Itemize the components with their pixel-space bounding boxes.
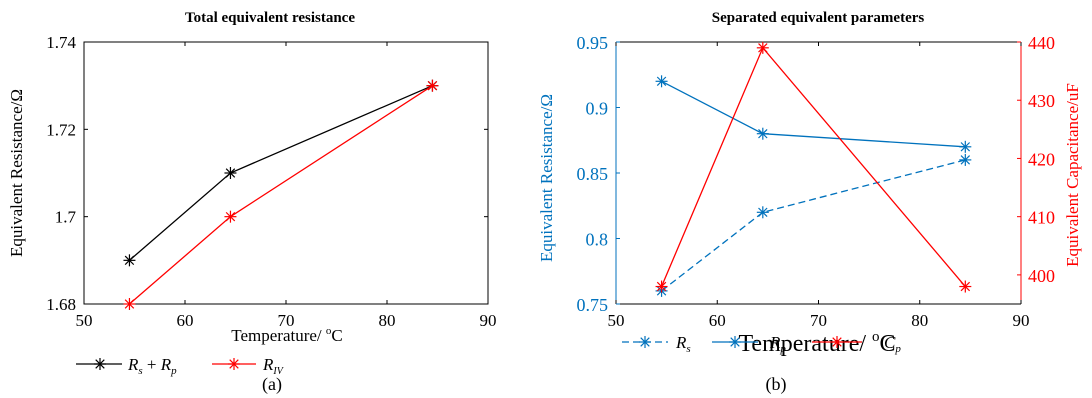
right-y-tick-label: 410	[1028, 208, 1055, 228]
data-point-1-0	[123, 298, 136, 310]
series-line-1	[129, 85, 433, 305]
chart-b-x-axis-label: Temperature/ oC	[738, 329, 895, 357]
chart-b-right-y-ticks: 400 410 420 430 440	[1017, 33, 1055, 286]
data-point-1-0	[655, 75, 668, 88]
x-tick-label: 90	[1013, 311, 1030, 330]
y-tick-label: 1.72	[46, 120, 76, 139]
x-tick-label: 50	[608, 311, 625, 330]
x-tick-label: 70	[278, 311, 295, 330]
data-point-0-2	[959, 153, 972, 166]
chart-a-caption: (a)	[262, 374, 282, 395]
legend-marker-red	[831, 336, 843, 348]
x-tick-label: 90	[480, 311, 497, 330]
y-tick-label: 1.68	[46, 295, 76, 314]
data-point-1-1	[224, 210, 237, 223]
right-y-tick-label: 400	[1028, 266, 1055, 286]
legend-item-rs: Rs	[622, 333, 691, 355]
x-tick-label: 80	[911, 311, 928, 330]
legend-asterisk	[228, 358, 240, 370]
chart-panel-b: Separated equivalent parameters 50 60 70 80…	[537, 10, 1082, 395]
x-tick-label: 80	[379, 311, 396, 330]
x-tick-label: 60	[709, 311, 726, 330]
right-y-tick-label: 440	[1028, 33, 1055, 53]
chart-b-title: Separated equivalent parameters	[712, 10, 925, 26]
chart-a-x-ticks: 50 60 70 80 90	[76, 42, 497, 330]
legend-asterisk	[831, 336, 843, 348]
legend-label-rs-plus-rp: Rs + Rp	[127, 355, 177, 377]
legend-marker-black	[94, 358, 106, 370]
chart-a-series	[123, 79, 439, 310]
chart-a-x-axis-label: Temperature/ oC	[231, 325, 342, 345]
chart-b-left-y-axis-label: Equivalent Resistance/Ω	[537, 94, 556, 262]
legend-asterisk	[729, 336, 741, 348]
series-line-2	[660, 46, 966, 287]
chart-b-caption: (b)	[766, 374, 787, 395]
legend-asterisk	[94, 358, 106, 370]
series-line-0	[129, 85, 433, 261]
chart-a-y-axis-label: Equivalent Resistance/Ω	[7, 89, 26, 257]
data-point-1-2	[959, 140, 972, 153]
data-point-1-1	[756, 127, 769, 140]
legend-marker-red	[228, 358, 240, 370]
y-tick-label: 1.7	[55, 208, 77, 227]
chart-a-plot-frame	[83, 41, 489, 305]
chart-a-title: Total equivalent resistance	[185, 10, 355, 26]
x-tick-label: 70	[810, 311, 827, 330]
legend-label-cp: Cp	[884, 333, 901, 355]
chart-panel-a: Total equivalent resistance 50 60 70 80 90 1…	[7, 10, 497, 395]
left-y-tick-label: 0.75	[577, 295, 609, 315]
chart-b-series	[655, 41, 972, 297]
series-line-0	[661, 159, 966, 292]
chart-a-legend: Rs + Rp RIV	[76, 355, 285, 377]
right-y-tick-label: 430	[1028, 91, 1055, 111]
series-line-1	[661, 80, 966, 148]
data-point-0-1	[224, 167, 237, 179]
data-point-1-2	[426, 79, 439, 92]
data-point-0-0	[123, 254, 136, 267]
data-point-2-0	[655, 280, 668, 293]
data-point-2-2	[959, 280, 972, 293]
x-tick-label: 60	[177, 311, 194, 330]
data-point-0-1	[756, 206, 769, 219]
y-tick-label: 1.74	[46, 33, 76, 52]
left-y-tick-label: 0.8	[586, 230, 609, 250]
legend-marker-blue-solid	[729, 336, 741, 348]
legend-asterisk	[639, 336, 651, 348]
chart-b-x-ticks: 50 60 70 80 90	[608, 42, 1030, 330]
data-point-2-1	[756, 41, 769, 54]
right-y-tick-label: 420	[1028, 149, 1055, 169]
legend-marker-blue-dashed	[639, 336, 651, 348]
left-y-tick-label: 0.95	[577, 33, 609, 53]
left-y-tick-label: 0.9	[586, 99, 609, 119]
chart-a-y-ticks: 1.68 1.7 1.72 1.74	[46, 33, 488, 314]
chart-b-right-y-axis-label: Equivalent Capacitance/uF	[1063, 83, 1082, 267]
chart-b-left-y-ticks: 0.75 0.8 0.85 0.9 0.95	[577, 33, 620, 315]
legend-item-rs-rp: Rs + Rp	[76, 355, 177, 377]
x-tick-label: 50	[76, 311, 93, 330]
left-y-tick-label: 0.85	[577, 164, 609, 184]
legend-label-rs: Rs	[675, 333, 691, 355]
